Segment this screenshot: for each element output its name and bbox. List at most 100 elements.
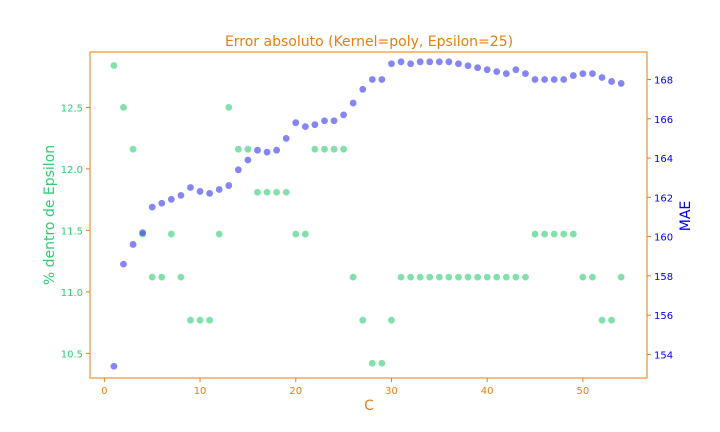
blue-point	[455, 60, 462, 68]
blue-point	[311, 121, 319, 129]
green-point	[177, 273, 185, 281]
blue-point	[215, 186, 223, 193]
green-point	[435, 273, 443, 281]
green-point	[589, 273, 596, 281]
green-point	[206, 316, 214, 324]
green-point	[388, 316, 395, 324]
blue-point	[608, 78, 615, 85]
blue-point	[340, 111, 348, 119]
green-point	[493, 273, 501, 281]
green-point	[407, 273, 415, 281]
plot-frame	[89, 51, 648, 379]
green-point	[464, 273, 472, 281]
blue-point	[292, 119, 300, 127]
blue-point	[617, 80, 625, 87]
y-tick-label-right: 156	[654, 311, 673, 322]
green-point	[273, 188, 281, 196]
green-point	[263, 188, 271, 196]
blue-point	[148, 203, 156, 211]
y-tick-label-left: 12.5	[61, 103, 83, 114]
y-tick-label-right: 162	[654, 193, 673, 204]
green-point	[282, 188, 290, 196]
green-point	[598, 316, 606, 324]
blue-point	[110, 362, 118, 370]
y-tick-label-left: 12.0	[61, 165, 83, 176]
green-point	[244, 145, 252, 153]
green-point	[196, 316, 204, 324]
blue-point	[522, 70, 529, 78]
blue-point	[560, 76, 568, 83]
blue-point	[483, 66, 491, 74]
blue-point	[397, 58, 405, 66]
y-tick-label-left: 11.0	[61, 288, 83, 299]
blue-point	[139, 229, 147, 237]
green-point	[330, 145, 338, 153]
green-point	[321, 145, 328, 153]
y-axis-label-right: MAE	[678, 201, 694, 232]
green-point	[378, 359, 386, 367]
green-point	[416, 273, 424, 281]
blue-point	[282, 135, 290, 142]
blue-point	[349, 99, 357, 107]
green-point	[292, 230, 300, 238]
blue-point	[244, 156, 252, 164]
blue-point	[158, 199, 166, 207]
green-point	[148, 273, 156, 281]
green-point	[522, 273, 529, 281]
green-point	[502, 273, 510, 281]
x-tick-label: 10	[194, 386, 207, 397]
chart-title: Error absoluto (Kernel=poly, Epsilon=25)	[225, 34, 513, 50]
blue-point	[464, 62, 472, 70]
green-point	[349, 273, 357, 281]
blue-point	[321, 117, 328, 125]
y-tick-label-right: 168	[654, 75, 673, 86]
blue-point	[512, 66, 520, 74]
green-point	[426, 273, 434, 281]
green-point	[301, 230, 309, 238]
blue-point	[474, 64, 482, 72]
green-point	[550, 230, 558, 238]
green-point	[579, 273, 587, 281]
green-point	[167, 230, 175, 238]
blue-point	[569, 72, 577, 79]
green-point	[110, 62, 118, 69]
x-tick-label: 30	[385, 386, 398, 397]
y-tick-label-right: 158	[654, 272, 673, 283]
blue-point	[167, 195, 175, 203]
y-tick-label-right: 164	[654, 154, 673, 165]
blue-point	[177, 191, 185, 199]
green-point	[531, 230, 539, 238]
blue-point	[388, 60, 395, 68]
green-point	[254, 188, 261, 196]
green-point	[541, 230, 548, 238]
green-point	[340, 145, 348, 153]
green-point	[311, 145, 319, 153]
blue-point	[129, 241, 137, 248]
x-tick-label: 50	[577, 386, 590, 397]
green-point	[474, 273, 482, 281]
blue-point	[589, 70, 596, 78]
green-point	[617, 273, 625, 281]
green-point	[455, 273, 462, 281]
blue-point	[187, 184, 194, 191]
y-tick-label-right: 160	[654, 233, 673, 244]
green-point	[129, 145, 137, 153]
y-tick-label-right: 154	[654, 350, 673, 361]
blue-point	[493, 68, 501, 76]
blue-point	[407, 60, 415, 68]
blue-point	[273, 146, 281, 154]
y-tick-label-right: 166	[654, 115, 673, 126]
blue-point	[359, 85, 367, 93]
blue-point	[435, 58, 443, 66]
green-point	[158, 273, 166, 281]
blue-point	[368, 76, 376, 83]
blue-point	[416, 58, 424, 66]
blue-point	[206, 189, 214, 197]
blue-point	[598, 74, 606, 81]
green-point	[483, 273, 491, 281]
blue-point	[120, 260, 127, 268]
green-point	[359, 316, 367, 324]
y-axis-label-left: % dentro de Epsilon	[42, 145, 58, 285]
y-tick-label-left: 11.5	[61, 226, 83, 237]
